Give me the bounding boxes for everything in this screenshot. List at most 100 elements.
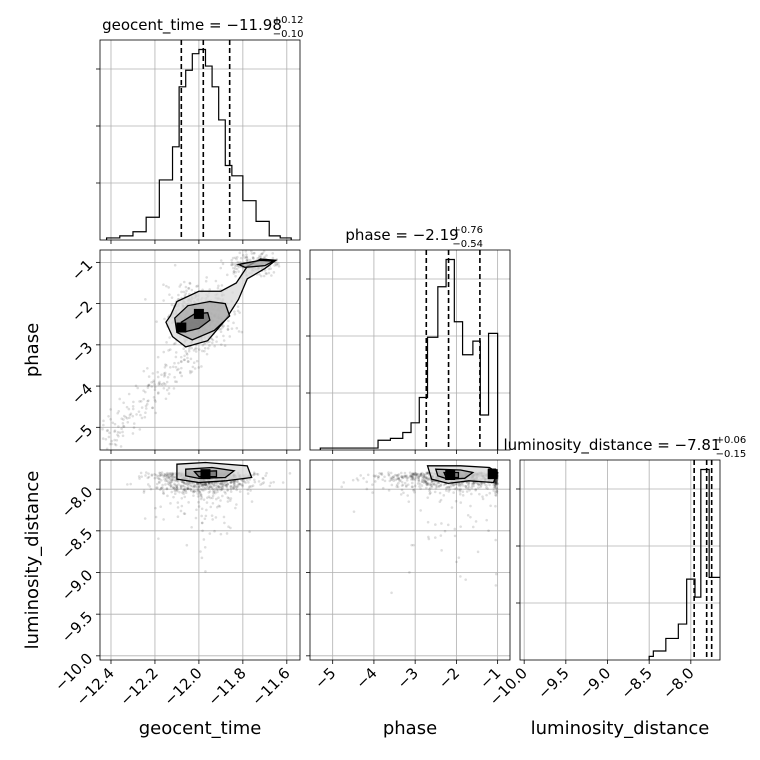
sample-point [232,272,236,275]
sample-point [428,492,432,496]
sample-point [217,485,221,489]
sample-point [365,487,369,491]
sample-point [224,483,228,487]
sample-point [409,474,412,478]
sample-point [389,476,393,480]
sample-point [402,491,405,495]
sample-point [495,482,499,486]
sample-point [225,485,229,489]
sample-point [381,486,385,490]
sample-point [157,381,161,385]
sample-point [137,410,141,413]
sample-point [180,480,184,484]
sample-point [401,475,404,479]
sample-point [167,386,171,390]
title-lower-error: −0.54 [452,239,483,250]
sample-point [177,367,180,371]
sample-point [168,293,171,296]
sample-point [404,485,408,488]
sample-point [185,487,189,490]
sample-point [495,481,498,485]
sample-point [163,474,166,478]
hist-panel-luminosity_distance: luminosity_distance = −7.81+0.06 −0.15 [503,435,746,664]
sample-point [188,369,192,373]
sample-point [412,472,416,476]
sample-point [184,485,187,489]
sample-point [453,487,457,491]
sample-point [200,349,204,353]
sample-point [174,365,178,369]
sample-point [205,352,209,356]
sample-point [169,485,173,489]
sample-point [203,483,207,487]
sample-point [487,529,490,533]
sample-point [172,342,176,346]
sample-point [157,383,161,386]
sample-point [413,471,417,475]
sample-point [403,474,406,478]
sample-point [214,279,218,283]
sample-point [432,482,436,486]
sample-point [464,484,468,488]
sample-point [445,489,448,492]
sample-point [163,477,166,481]
sample-point [427,535,430,539]
sample-point [119,445,123,448]
sample-point [146,483,150,486]
sample-point [122,418,125,421]
sample-point [162,375,166,378]
sample-point [156,370,160,374]
sample-point [117,434,120,438]
sample-point [105,429,109,433]
sample-point [165,364,168,367]
sample-point [424,480,428,483]
sample-point [166,474,169,478]
sample-point [180,497,184,500]
sample-point [217,504,221,508]
sample-point [373,475,377,478]
x-tick-label-phase: −5 [311,664,339,692]
sample-point [355,477,359,480]
sample-point [131,432,135,435]
sample-point [199,488,203,491]
sample-point [213,489,216,493]
sample-point [182,481,186,485]
sample-point [419,509,422,512]
sample-point [209,505,213,509]
sample-point [156,375,160,379]
sample-point [447,490,451,493]
sample-point [204,488,207,491]
sample-point [206,496,209,500]
sample-point [176,501,180,504]
sample-point [188,483,192,487]
sample-point [180,360,183,364]
sample-point [450,484,453,487]
sample-point [116,430,120,434]
sample-point [184,349,187,353]
sample-point [457,556,461,559]
sample-point [460,482,464,486]
sample-point [185,352,189,355]
sample-point [159,505,162,508]
sample-point [421,480,424,483]
sample-point [230,261,234,265]
sample-point [147,375,151,378]
sample-point [175,487,179,490]
sample-point [265,272,268,276]
sample-point [221,486,225,490]
panel-frame [99,459,301,661]
sample-point [390,476,394,479]
sample-point [204,483,208,486]
sample-point [424,480,427,484]
density-contour [165,258,278,348]
sample-point [145,402,149,406]
sample-point [264,271,268,275]
sample-point [422,478,426,481]
sample-point [221,488,224,491]
sample-point [142,389,145,392]
sample-point [190,370,194,373]
sample-point [301,251,304,254]
sample-point [403,475,407,479]
sample-point [271,256,275,260]
